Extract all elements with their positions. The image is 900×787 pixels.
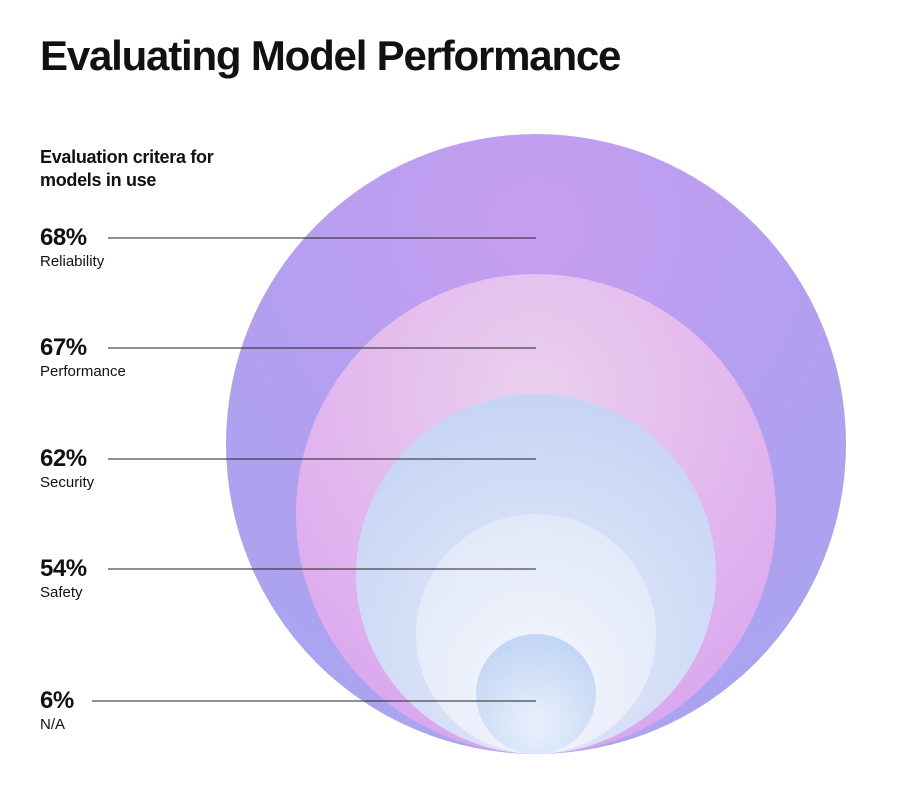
- chart-title: Evaluating Model Performance: [40, 32, 621, 79]
- circle-n-a: [476, 634, 596, 754]
- data-label: 6% N/A: [40, 687, 74, 734]
- category-label: Safety: [40, 584, 83, 601]
- value-label: 6%: [40, 687, 74, 714]
- data-label: 62% Security: [40, 445, 94, 492]
- data-label: 67% Performance: [40, 334, 126, 381]
- chart-subtitle: Evaluation critera for models in use: [40, 147, 214, 190]
- data-label: 68% Reliability: [40, 224, 104, 271]
- category-label: Security: [40, 474, 95, 491]
- value-label: 68%: [40, 224, 87, 251]
- category-label: Performance: [40, 363, 126, 380]
- category-label: N/A: [40, 716, 66, 733]
- value-label: 67%: [40, 334, 87, 361]
- value-label: 62%: [40, 445, 87, 472]
- value-label: 54%: [40, 555, 87, 582]
- data-label: 54% Safety: [40, 555, 87, 602]
- category-label: Reliability: [40, 253, 105, 270]
